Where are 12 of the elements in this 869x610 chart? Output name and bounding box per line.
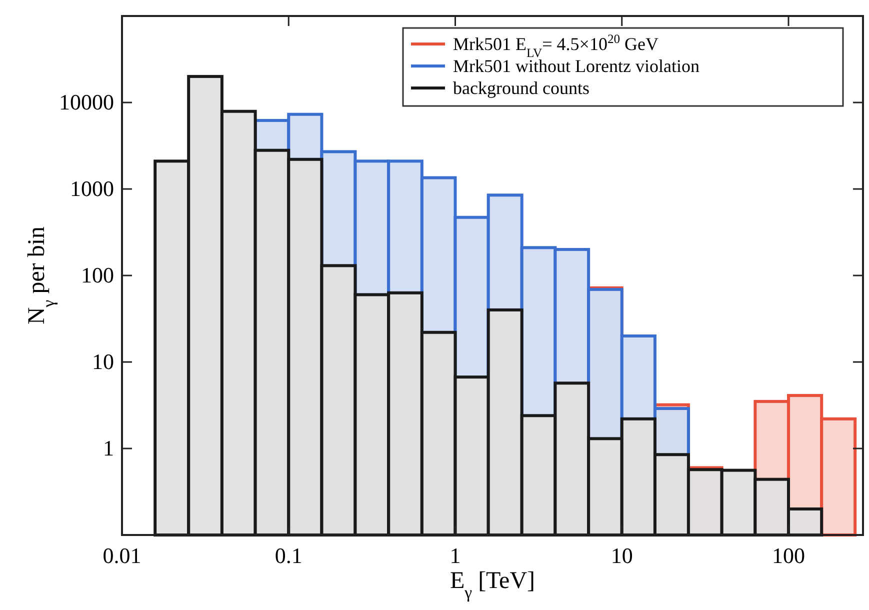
y-tick-label: 10000: [59, 90, 114, 114]
x-tick-label: 1: [450, 543, 461, 568]
x-tick-label: 0.1: [274, 543, 302, 568]
x-axis-title: E$_{γ}$ [TeV]: [450, 568, 536, 602]
y-tick-label: 1: [103, 436, 114, 460]
x-tick-label: 100: [772, 543, 805, 568]
y-tick-label: 10: [92, 349, 114, 374]
y-tick-label: 1000: [70, 176, 114, 201]
legend-label: background counts: [453, 78, 590, 98]
x-tick-label: 0.01: [102, 543, 142, 568]
y-tick-label: 100: [81, 262, 114, 288]
x-tick-label: 10: [610, 543, 633, 568]
